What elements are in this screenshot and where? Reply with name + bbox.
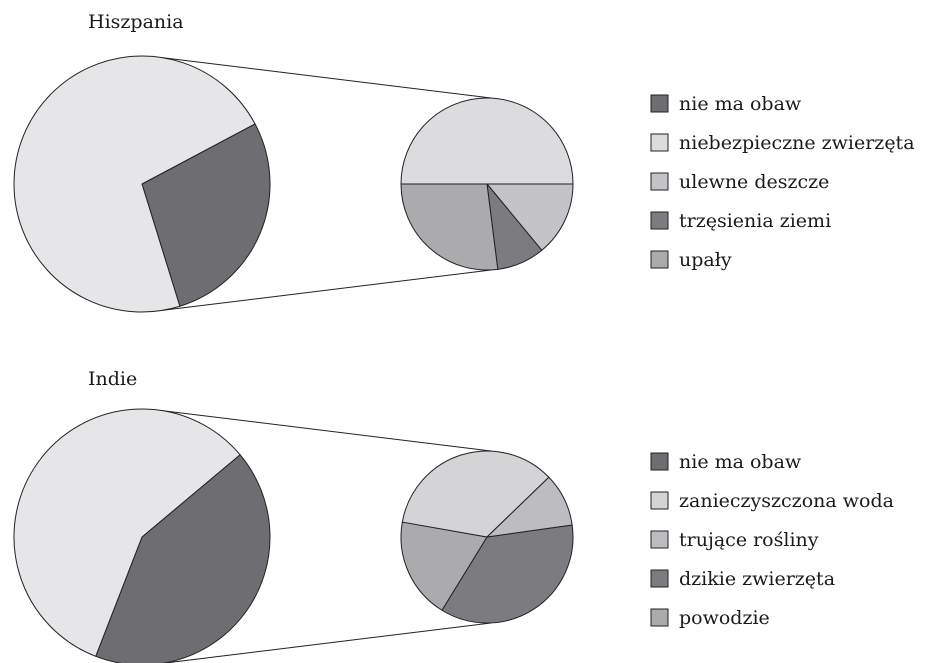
pie-slice — [441, 524, 574, 624]
detail-pie — [400, 450, 574, 624]
chart-indie: Indie nie ma obaw zanieczyszczona woda t… — [13, 368, 894, 663]
main-pie — [13, 408, 271, 663]
legend-swatch — [650, 569, 669, 588]
legend-swatch — [650, 452, 669, 471]
legend-swatch — [650, 491, 669, 510]
legend-label: zanieczyszczona woda — [679, 490, 894, 512]
pie-slice — [400, 183, 499, 271]
legend-item: trujące rośliny — [650, 529, 819, 551]
legend-item: niebezpieczne zwierzęta — [650, 132, 915, 154]
detail-pie — [400, 97, 574, 271]
connector-bottom — [161, 269, 492, 311]
legend-swatch — [650, 608, 669, 627]
legend-item: ulewne deszcze — [650, 171, 829, 193]
legend-label: powodzie — [679, 607, 770, 629]
connector-bottom — [161, 622, 492, 663]
pie-slice — [13, 55, 256, 313]
legend-swatch — [650, 250, 669, 269]
legend-item: trzęsienia ziemi — [650, 210, 831, 232]
pie-slice — [141, 123, 271, 307]
legend-swatch — [650, 172, 669, 191]
pie-slice — [13, 408, 241, 657]
connector-top — [161, 57, 492, 99]
legend-item: powodzie — [650, 607, 770, 629]
pie-slice — [400, 97, 574, 185]
legend-swatch — [650, 530, 669, 549]
connector-top — [161, 410, 492, 452]
legend-swatch — [650, 94, 669, 113]
main-pie — [13, 55, 271, 313]
pie-slice — [400, 521, 488, 611]
legend-item: nie ma obaw — [650, 93, 802, 115]
legend-label: trzęsienia ziemi — [679, 210, 831, 232]
pie-slice — [401, 450, 550, 538]
legend-item: zanieczyszczona woda — [650, 490, 894, 512]
pie-slice — [486, 476, 573, 538]
legend-item: nie ma obaw — [650, 451, 802, 473]
legend-label: nie ma obaw — [679, 93, 802, 115]
pie-slice — [95, 454, 271, 663]
legend-label: trujące rośliny — [679, 529, 819, 551]
legend-label: niebezpieczne zwierzęta — [679, 132, 915, 154]
legend-label: dzikie zwierzęta — [679, 568, 835, 590]
legend: nie ma obaw niebezpieczne zwierzęta ulew… — [650, 93, 915, 271]
legend-item: dzikie zwierzęta — [650, 568, 835, 590]
legend-swatch — [650, 133, 669, 152]
legend: nie ma obaw zanieczyszczona woda trujące… — [650, 451, 894, 629]
chart-hiszpania: Hiszpania nie ma obaw niebezpieczne zwie… — [13, 11, 915, 313]
pie-slice — [486, 183, 574, 251]
chart-title: Hiszpania — [88, 11, 184, 33]
legend-label: upały — [679, 249, 732, 271]
legend-swatch — [650, 211, 669, 230]
legend-label: nie ma obaw — [679, 451, 802, 473]
legend-label: ulewne deszcze — [679, 171, 829, 193]
legend-item: upały — [650, 249, 732, 271]
chart-title: Indie — [88, 368, 137, 390]
